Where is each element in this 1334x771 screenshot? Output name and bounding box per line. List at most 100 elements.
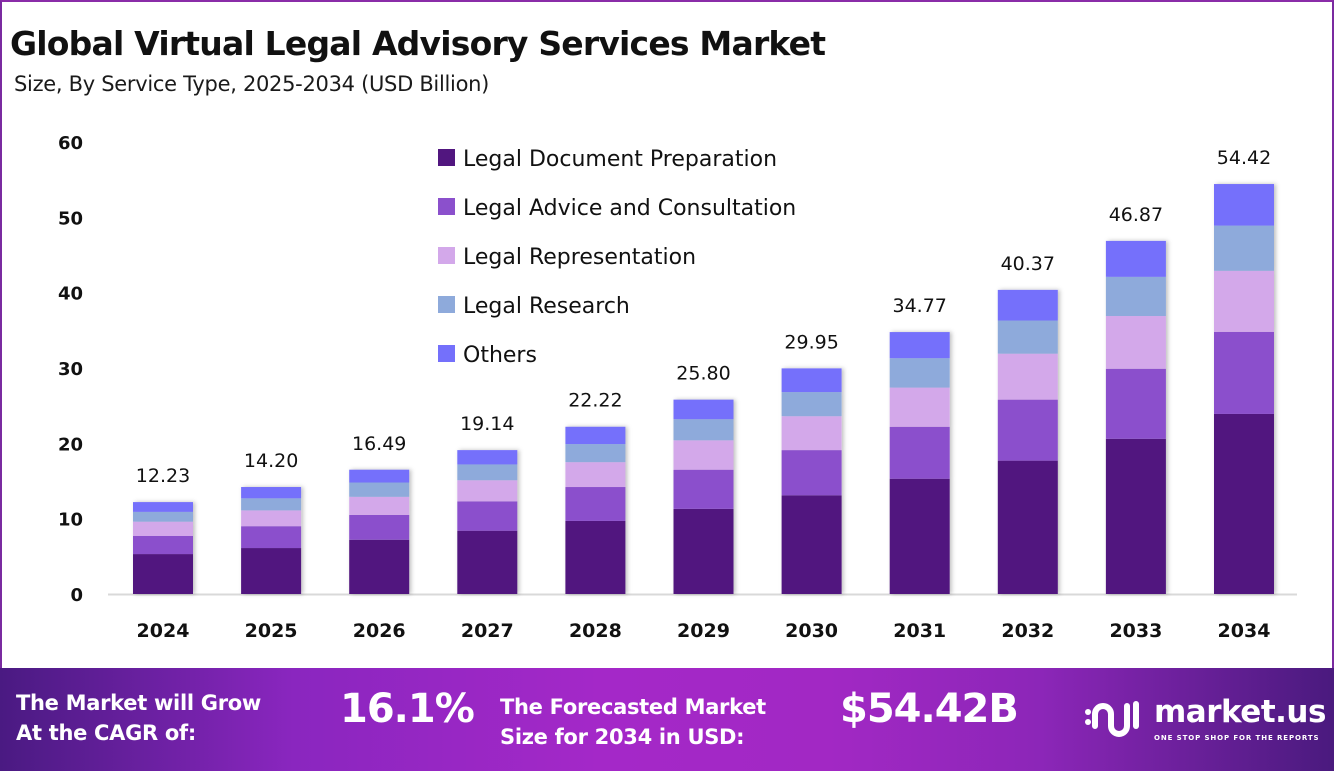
bar-segment-legal-representation <box>349 496 410 515</box>
bar-segment-legal-advice-and-consultation <box>133 535 193 555</box>
bar-segment-legal-advice-and-consultation <box>565 487 626 521</box>
legend-label: Legal Research <box>463 294 630 319</box>
cagr-value: 16.1% <box>340 686 475 732</box>
forecast-label-line1: The Forecasted Market <box>500 695 766 719</box>
legend-swatch <box>438 345 455 362</box>
legend: Legal Document Preparation Legal Advice a… <box>438 147 796 368</box>
brand-logo: market.us ONE STOP SHOP FOR THE REPORTS <box>1082 694 1326 744</box>
x-tick-label: 2026 <box>353 620 406 642</box>
data-label-total: 29.95 <box>784 331 838 353</box>
y-tick-label: 60 <box>58 133 83 154</box>
bar-segment-legal-document-preparation <box>1214 413 1274 594</box>
bar-segment-legal-advice-and-consultation <box>349 514 410 540</box>
bar-segment-others <box>349 469 410 483</box>
x-tick-label: 2030 <box>785 620 838 642</box>
bar-segment-legal-research <box>889 358 950 388</box>
bar-segment-legal-advice-and-consultation <box>889 426 950 479</box>
bar-segment-legal-advice-and-consultation <box>673 469 734 509</box>
bar-segment-legal-advice-and-consultation <box>1105 368 1166 439</box>
bar-stack-2030 <box>781 368 842 594</box>
bar-segment-legal-advice-and-consultation <box>1214 331 1274 414</box>
bar-segment-legal-research <box>241 498 302 511</box>
data-label-total: 16.49 <box>352 433 406 455</box>
bar-segment-legal-document-preparation <box>457 530 518 594</box>
bar-segment-legal-document-preparation <box>997 460 1058 594</box>
chart-title: Global Virtual Legal Advisory Services M… <box>10 24 826 63</box>
bar-segment-legal-research <box>133 511 193 522</box>
data-label-total: 34.77 <box>892 295 946 317</box>
bar-segment-legal-representation <box>241 510 302 527</box>
brand-name: market.us <box>1154 694 1326 730</box>
legend-swatch <box>438 149 455 166</box>
legend-item: Others <box>438 343 537 368</box>
bar-segment-legal-representation <box>565 462 626 488</box>
bar-segment-others <box>781 368 842 393</box>
bar-stack-2027 <box>457 450 518 594</box>
x-tick-label: 2024 <box>137 620 190 642</box>
cagr-label-line1: The Market will Grow <box>16 691 261 715</box>
bar-stack-2029 <box>673 399 734 594</box>
bar-segment-legal-advice-and-consultation <box>781 450 842 496</box>
bar-stack-2028 <box>565 426 626 594</box>
x-tick-label: 2032 <box>1001 620 1054 642</box>
x-tick-label: 2025 <box>245 620 298 642</box>
x-tick-label: 2034 <box>1218 620 1271 642</box>
legend-item: Legal Document Preparation <box>438 147 777 172</box>
x-tick-label: 2028 <box>569 620 622 642</box>
legend-item: Legal Advice and Consultation <box>438 196 796 221</box>
data-label-total: 19.14 <box>460 413 514 435</box>
bar-segment-legal-research <box>1105 276 1166 317</box>
legend-label: Legal Advice and Consultation <box>463 196 796 221</box>
data-label-total: 12.23 <box>136 465 190 487</box>
bar-segment-legal-research <box>349 482 410 497</box>
bar-segment-legal-document-preparation <box>673 508 734 594</box>
bar-segment-others <box>1214 184 1274 226</box>
brand-tagline: ONE STOP SHOP FOR THE REPORTS <box>1154 734 1320 742</box>
bar-segment-legal-research <box>781 392 842 417</box>
bar-segment-others <box>457 450 518 465</box>
bar-stack-2024 <box>133 502 193 594</box>
bar-segment-others <box>133 502 193 512</box>
bar-segment-legal-advice-and-consultation <box>241 526 302 549</box>
x-tick-label: 2029 <box>677 620 730 642</box>
y-tick-label: 0 <box>70 585 83 606</box>
bar-segment-legal-representation <box>997 353 1058 400</box>
bar-segment-legal-representation <box>781 416 842 451</box>
bar-segment-legal-research <box>673 419 734 441</box>
bar-segment-legal-representation <box>889 387 950 427</box>
y-tick-label: 10 <box>58 510 83 531</box>
bar-segment-legal-document-preparation <box>781 495 842 594</box>
bar-segment-legal-document-preparation <box>1105 438 1166 594</box>
bar-segment-others <box>241 487 302 499</box>
bar-segment-others <box>1105 240 1166 277</box>
bar-stack-2034 <box>1214 184 1274 594</box>
y-tick-label: 20 <box>58 434 83 455</box>
bar-segment-legal-document-preparation <box>889 478 950 594</box>
bar-segment-legal-document-preparation <box>241 548 302 594</box>
bar-segment-others <box>889 332 950 359</box>
legend-swatch <box>438 198 455 215</box>
bar-stack-2032 <box>997 289 1058 594</box>
bar-segment-legal-document-preparation <box>349 539 410 594</box>
bar-segment-legal-research <box>565 444 626 463</box>
data-label-total: 25.80 <box>676 363 730 385</box>
bar-segment-legal-document-preparation <box>565 520 626 594</box>
bars: 12.23 14.20 16.49 19.14 22.22 25.80 29.95 34.77… <box>133 147 1274 594</box>
x-tick-label: 2031 <box>893 620 946 642</box>
legend-item: Legal Research <box>438 294 630 319</box>
market-us-logo-icon <box>1085 701 1139 737</box>
data-label-total: 22.22 <box>568 390 622 412</box>
summary-banner: The Market will Grow At the CAGR of: 16.… <box>0 668 1334 771</box>
data-label-total: 14.20 <box>244 450 298 472</box>
bar-segment-others <box>673 399 734 420</box>
forecast-label-line2: Size for 2034 in USD: <box>500 725 745 749</box>
bar-segment-legal-advice-and-consultation <box>457 501 518 531</box>
legend-label: Legal Document Preparation <box>463 147 777 172</box>
chart-subtitle: Size, By Service Type, 2025-2034 (USD Bi… <box>14 72 490 96</box>
legend-swatch <box>438 296 455 313</box>
bar-stack-2025 <box>241 487 302 594</box>
bar-segment-legal-representation <box>1105 316 1166 369</box>
y-axis: 0 10 20 30 40 50 60 <box>58 133 83 606</box>
x-axis: 2024 2025 2026 2027 2028 2029 2030 2031 2032 2033… <box>137 620 1271 642</box>
